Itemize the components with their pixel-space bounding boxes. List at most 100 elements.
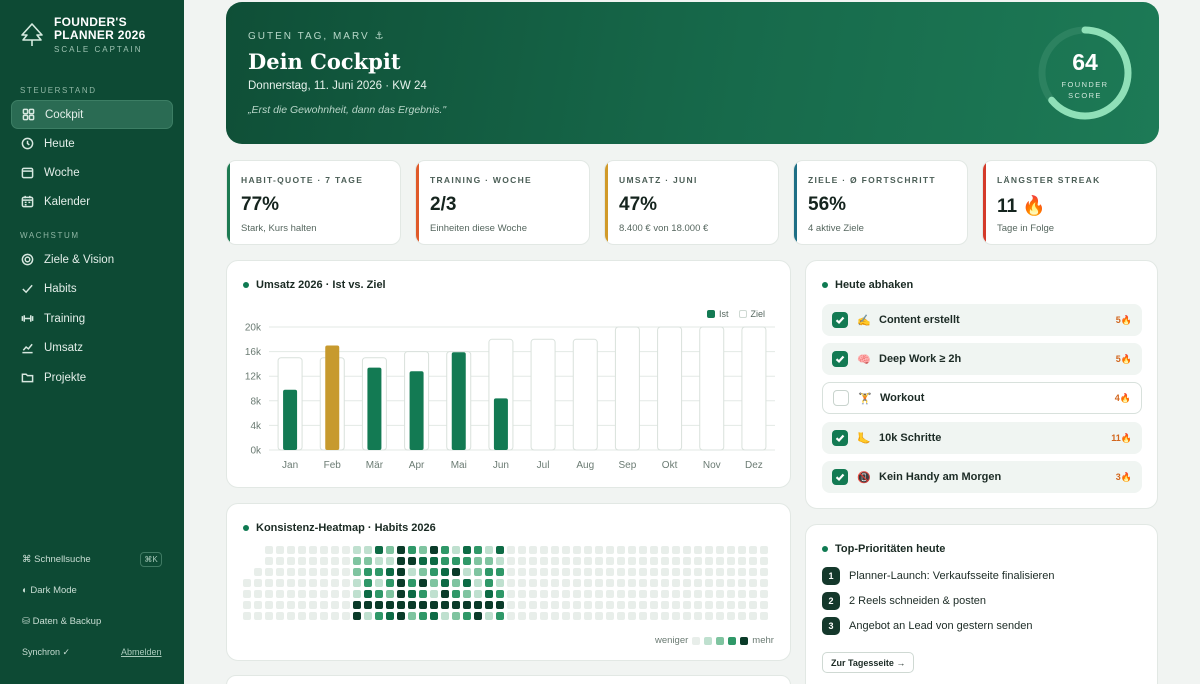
heatmap-cell[interactable] (463, 546, 471, 554)
heatmap-cell[interactable] (716, 546, 724, 554)
heatmap-cell[interactable] (408, 612, 416, 620)
heatmap-cell[interactable] (463, 601, 471, 609)
heatmap-cell[interactable] (683, 601, 691, 609)
heatmap-cell[interactable] (573, 557, 581, 565)
bar-ziel-Aug[interactable] (572, 338, 598, 451)
heatmap-cell[interactable] (683, 546, 691, 554)
heatmap-cell[interactable] (342, 590, 350, 598)
heatmap-cell[interactable] (738, 590, 746, 598)
go-to-day-page-button[interactable]: Zur Tagesseite → (822, 652, 915, 673)
heatmap-cell[interactable] (320, 557, 328, 565)
checkbox-unchecked[interactable] (833, 390, 849, 406)
heatmap-cell[interactable] (287, 590, 295, 598)
heatmap-cell[interactable] (606, 546, 614, 554)
heatmap-cell[interactable] (705, 612, 713, 620)
heatmap-cell[interactable] (320, 601, 328, 609)
heatmap-cell[interactable] (749, 546, 757, 554)
heatmap-cell[interactable] (760, 557, 768, 565)
heatmap-cell[interactable] (518, 601, 526, 609)
heatmap-cell[interactable] (507, 601, 515, 609)
heatmap-cell[interactable] (760, 590, 768, 598)
heatmap-cell[interactable] (606, 590, 614, 598)
heatmap-cell[interactable] (738, 579, 746, 587)
heatmap-cell[interactable] (452, 546, 460, 554)
heatmap-cell[interactable] (386, 546, 394, 554)
heatmap-cell[interactable] (617, 546, 625, 554)
task-no-phone[interactable]: 📵 Kein Handy am Morgen 3🔥 (822, 461, 1142, 493)
heatmap-cell[interactable] (694, 601, 702, 609)
task-deep-work[interactable]: 🧠 Deep Work ≥ 2h 5🔥 (822, 343, 1142, 375)
heatmap-cell[interactable] (287, 612, 295, 620)
heatmap-cell[interactable] (617, 590, 625, 598)
heatmap-cell[interactable] (694, 590, 702, 598)
heatmap-cell[interactable] (276, 546, 284, 554)
heatmap-cell[interactable] (342, 601, 350, 609)
bar-ist-Mär[interactable] (367, 367, 382, 450)
heatmap-cell[interactable] (408, 557, 416, 565)
heatmap-cell[interactable] (342, 546, 350, 554)
heatmap-cell[interactable] (672, 601, 680, 609)
heatmap-cell[interactable] (738, 557, 746, 565)
heatmap-cell[interactable] (375, 612, 383, 620)
heatmap-cell[interactable] (375, 568, 383, 576)
heatmap-cell[interactable] (430, 579, 438, 587)
heatmap-cell[interactable] (529, 557, 537, 565)
heatmap-cell[interactable] (331, 546, 339, 554)
sidebar-item-habits[interactable]: Habits (11, 274, 173, 303)
heatmap-cell[interactable] (331, 579, 339, 587)
heatmap-cell[interactable] (529, 546, 537, 554)
bar-ist-Mai[interactable] (451, 352, 466, 450)
heatmap-cell[interactable] (331, 590, 339, 598)
heatmap-cell[interactable] (683, 568, 691, 576)
heatmap-cell[interactable] (551, 579, 559, 587)
heatmap-cell[interactable] (672, 568, 680, 576)
heatmap-cell[interactable] (364, 568, 372, 576)
heatmap-cell[interactable] (562, 568, 570, 576)
heatmap-cell[interactable] (353, 590, 361, 598)
heatmap-cell[interactable] (441, 590, 449, 598)
heatmap-cell[interactable] (606, 557, 614, 565)
heatmap-cell[interactable] (375, 557, 383, 565)
heatmap-cell[interactable] (353, 612, 361, 620)
heatmap-cell[interactable] (287, 579, 295, 587)
heatmap-cell[interactable] (628, 590, 636, 598)
heatmap-cell[interactable] (639, 546, 647, 554)
heatmap-cell[interactable] (650, 579, 658, 587)
task-steps[interactable]: 🦶 10k Schritte 11🔥 (822, 422, 1142, 454)
heatmap-cell[interactable] (562, 557, 570, 565)
heatmap-cell[interactable] (551, 590, 559, 598)
kpi-training[interactable]: TRAINING · WOCHE 2/3 Einheiten diese Woc… (415, 160, 590, 245)
heatmap-cell[interactable] (309, 579, 317, 587)
heatmap-cell[interactable] (342, 612, 350, 620)
heatmap-cell[interactable] (518, 590, 526, 598)
heatmap-cell[interactable] (507, 557, 515, 565)
heatmap-cell[interactable] (716, 568, 724, 576)
heatmap-cell[interactable] (474, 568, 482, 576)
heatmap-cell[interactable] (298, 590, 306, 598)
heatmap-cell[interactable] (342, 557, 350, 565)
heatmap-cell[interactable] (408, 590, 416, 598)
heatmap-cell[interactable] (661, 568, 669, 576)
heatmap-cell[interactable] (639, 557, 647, 565)
heatmap-cell[interactable] (716, 612, 724, 620)
checkbox-checked[interactable] (832, 469, 848, 485)
heatmap-cell[interactable] (408, 568, 416, 576)
heatmap-cell[interactable] (595, 601, 603, 609)
heatmap-cell[interactable] (595, 557, 603, 565)
heatmap-cell[interactable] (628, 601, 636, 609)
heatmap-cell[interactable] (408, 546, 416, 554)
heatmap-cell[interactable] (507, 590, 515, 598)
heatmap-cell[interactable] (331, 568, 339, 576)
heatmap-cell[interactable] (254, 612, 262, 620)
heatmap-cell[interactable] (507, 568, 515, 576)
heatmap-cell[interactable] (474, 546, 482, 554)
heatmap-cell[interactable] (397, 546, 405, 554)
heatmap-cell[interactable] (353, 579, 361, 587)
heatmap-cell[interactable] (485, 601, 493, 609)
heatmap-cell[interactable] (540, 568, 548, 576)
heatmap-cell[interactable] (573, 579, 581, 587)
heatmap-cell[interactable] (606, 601, 614, 609)
heatmap-cell[interactable] (617, 557, 625, 565)
heatmap-cell[interactable] (298, 546, 306, 554)
heatmap-cell[interactable] (749, 590, 757, 598)
